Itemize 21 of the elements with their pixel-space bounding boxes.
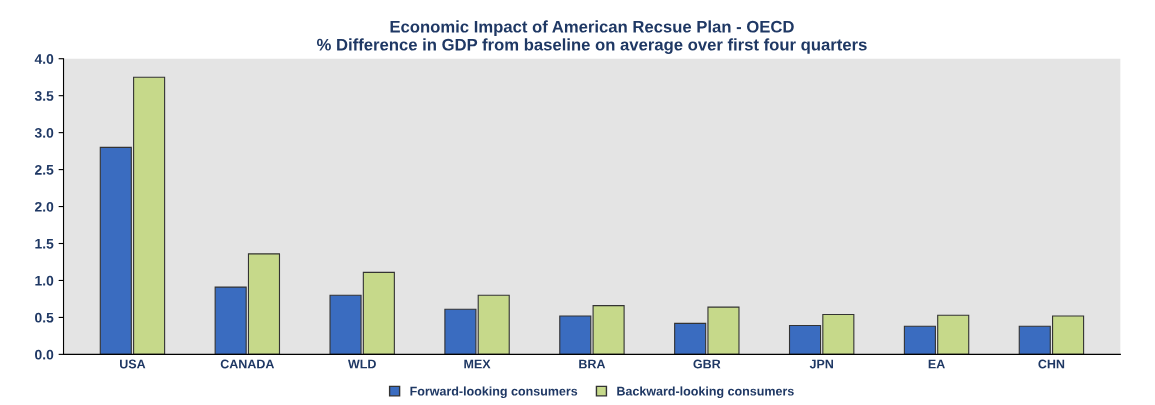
y-tick-label: 3.0: [34, 127, 54, 138]
x-tick-label: EA: [928, 359, 945, 369]
x-tick-label: CANADA: [220, 359, 275, 369]
legend-label: Forward-looking consumers: [410, 386, 578, 399]
x-tick-label: MEX: [464, 359, 491, 369]
y-tick-label: 0.5: [35, 312, 54, 323]
legend-label: Backward-looking consumers: [617, 386, 794, 399]
y-tick-label: 3.5: [34, 91, 54, 101]
x-tick-label: WLD: [347, 359, 376, 369]
y-tick-label: 4.0: [34, 54, 54, 64]
y-tick-label: 0.0: [35, 349, 54, 360]
y-tick-label: 2.0: [34, 201, 54, 212]
x-tick-label: CHN: [1038, 359, 1065, 369]
x-tick-label: USA: [120, 359, 146, 369]
chart-title: Economic Impact of American Recsue Plan - OECD % Difference in GDP from baseline on average over first four quarters: [316, 20, 867, 54]
y-tick-label: 1.0: [35, 275, 54, 286]
y-tick-label: 2.5: [34, 164, 54, 175]
x-tick-label: JPN: [809, 359, 833, 369]
x-tick-label: GBR: [693, 359, 721, 369]
y-tick-label: 1.5: [35, 238, 54, 249]
x-tick-label: BRA: [579, 359, 606, 369]
